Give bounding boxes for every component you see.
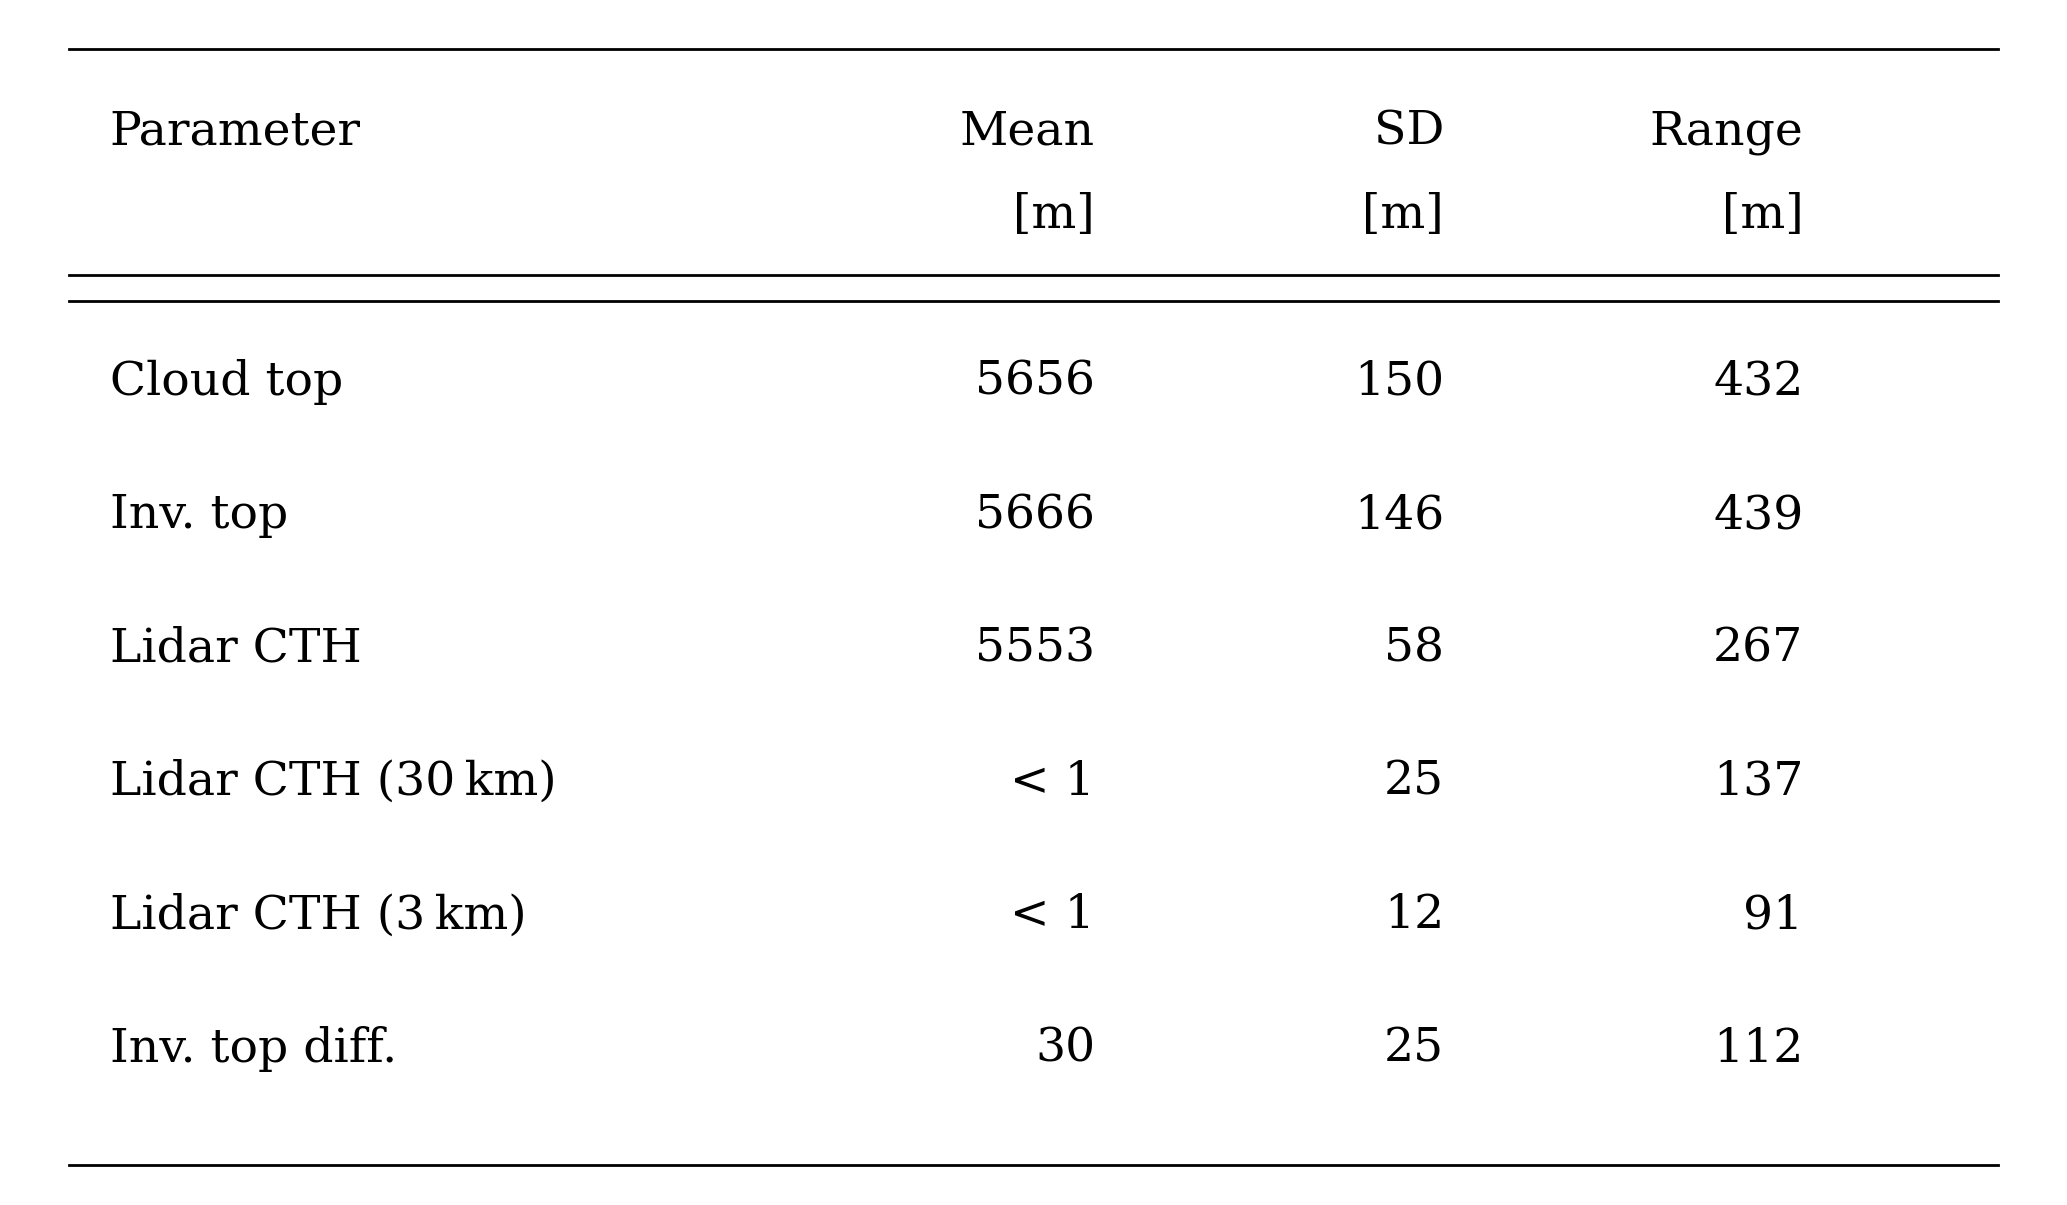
Text: 150: 150: [1354, 359, 1445, 405]
Text: < 1: < 1: [1011, 893, 1096, 939]
Text: Lidar CTH (3 km): Lidar CTH (3 km): [110, 893, 527, 939]
Text: 432: 432: [1714, 359, 1802, 405]
Text: [m]: [m]: [1013, 193, 1096, 239]
Text: Lidar CTH: Lidar CTH: [110, 627, 362, 671]
Text: 146: 146: [1354, 493, 1445, 539]
Text: 112: 112: [1714, 1027, 1802, 1071]
Text: Inv. top: Inv. top: [110, 493, 287, 539]
Text: Range: Range: [1649, 110, 1802, 154]
Text: 30: 30: [1036, 1027, 1096, 1071]
Text: Cloud top: Cloud top: [110, 359, 343, 405]
Text: 5553: 5553: [976, 627, 1096, 671]
Text: Mean: Mean: [959, 110, 1096, 154]
Text: < 1: < 1: [1011, 759, 1096, 805]
Text: 5666: 5666: [976, 493, 1096, 539]
Text: [m]: [m]: [1362, 193, 1445, 239]
Text: 439: 439: [1714, 493, 1802, 539]
Text: Inv. top diff.: Inv. top diff.: [110, 1027, 397, 1072]
Text: Parameter: Parameter: [110, 110, 360, 154]
Text: 137: 137: [1714, 759, 1802, 805]
Text: 58: 58: [1385, 627, 1445, 671]
Text: 12: 12: [1385, 893, 1445, 939]
Text: SD: SD: [1375, 110, 1445, 154]
Text: 5656: 5656: [976, 359, 1096, 405]
Text: 91: 91: [1742, 893, 1802, 939]
Text: 25: 25: [1385, 1027, 1445, 1071]
Text: 25: 25: [1385, 759, 1445, 805]
Text: 267: 267: [1714, 627, 1802, 671]
Text: [m]: [m]: [1722, 193, 1802, 239]
Text: Lidar CTH (30 km): Lidar CTH (30 km): [110, 759, 556, 805]
